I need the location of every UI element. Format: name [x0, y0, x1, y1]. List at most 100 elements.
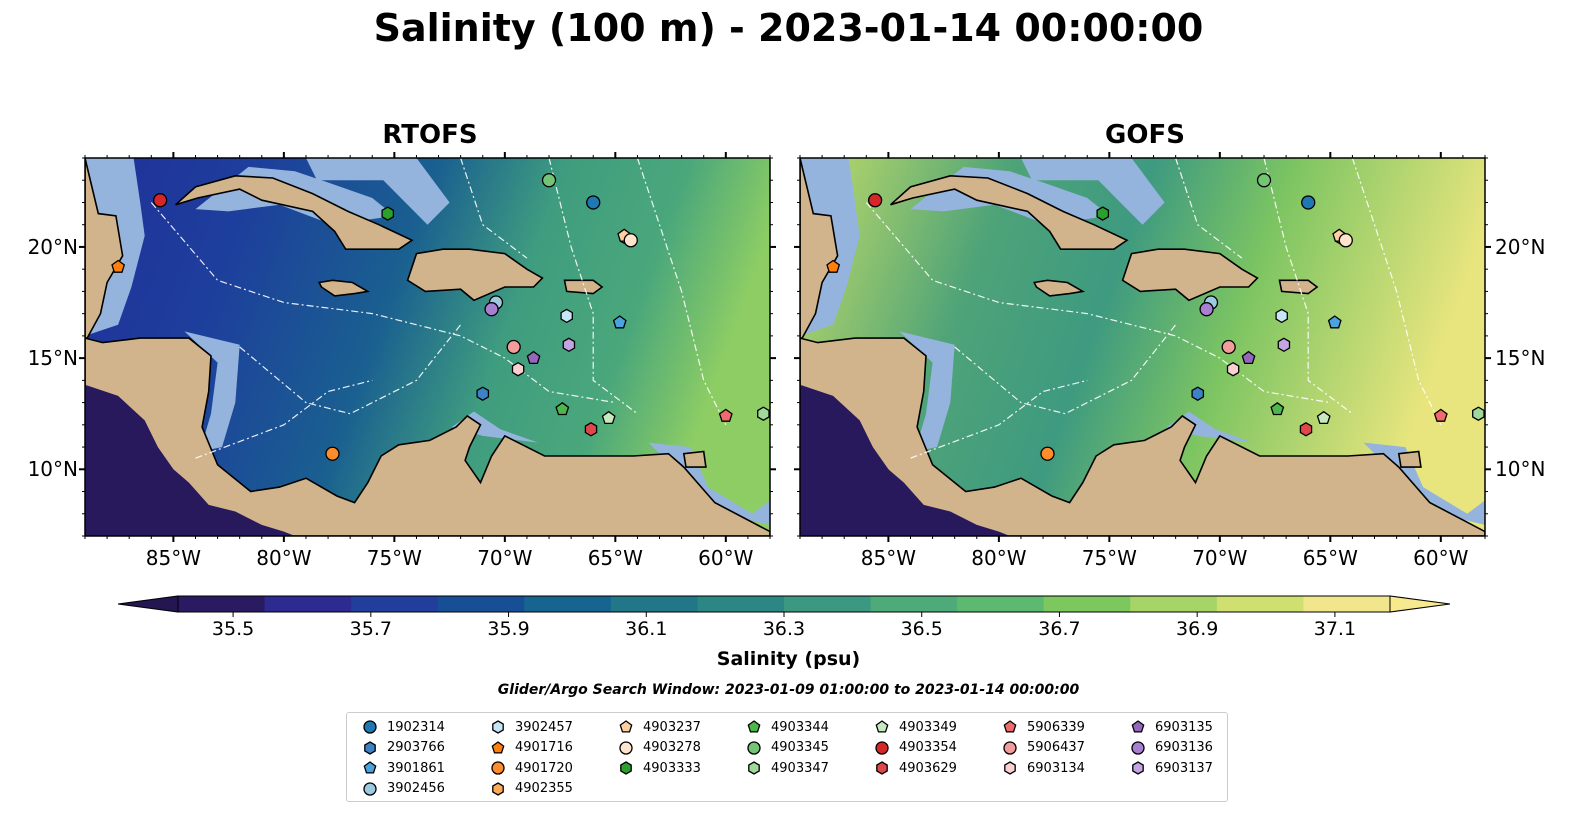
- legend-column: 4903349 4903354 4903629: [873, 717, 957, 779]
- map-frame: [84, 157, 771, 537]
- lon-tick-label: 70°W: [1192, 546, 1248, 570]
- colorbar-segment: [784, 596, 872, 612]
- float-marker-4903333: [381, 206, 395, 221]
- lon-tick-label: 75°W: [366, 546, 422, 570]
- colorbar-segment: [264, 596, 352, 612]
- land-mass: [175, 174, 414, 250]
- float-marker-5906437: [1221, 339, 1236, 355]
- map-panel-rtofs: [79, 152, 776, 542]
- float-marker-4901716: [826, 259, 841, 273]
- float-marker-4903278: [623, 233, 638, 248]
- legend-label: 3902457: [515, 719, 573, 735]
- lat-tick-label: 15°N: [1495, 346, 1546, 371]
- circle-icon: [363, 782, 377, 796]
- legend-item: 4903629: [873, 758, 957, 779]
- pentagon-icon: [491, 740, 505, 754]
- legend-item: 6903136: [1129, 738, 1213, 759]
- eez-boundary: [195, 379, 373, 459]
- circle-icon: [1003, 741, 1017, 755]
- circle-icon: [363, 720, 377, 734]
- float-marker-4903345: [1256, 173, 1272, 188]
- colorbar-segment: [524, 596, 612, 612]
- eez-boundary: [1351, 158, 1442, 426]
- lon-tick-label: 65°W: [587, 546, 643, 570]
- float-marker-6903136: [484, 302, 499, 317]
- legend-item: 4903333: [617, 758, 701, 779]
- legend-marker-icon: [492, 720, 504, 735]
- lon-tick-label: 80°W: [971, 546, 1027, 570]
- land-mass: [1033, 279, 1086, 297]
- circle-icon: [619, 741, 633, 755]
- circle-icon: [875, 741, 889, 755]
- legend-item: 2903766: [361, 738, 445, 759]
- legend-marker-icon: [619, 741, 633, 755]
- circle-icon: [1131, 741, 1145, 755]
- lon-tick-label: 65°W: [1302, 546, 1358, 570]
- float-marker-4901716: [111, 259, 126, 273]
- hexagon-icon: [1132, 761, 1144, 776]
- legend-label: 6903137: [1155, 760, 1213, 776]
- float-marker-6903137: [562, 337, 576, 353]
- legend-item: 4903347: [745, 758, 829, 779]
- pentagon-icon: [747, 720, 761, 733]
- lon-tick-label: 75°W: [1081, 546, 1137, 570]
- shelf-area: [184, 331, 240, 452]
- hexagon-icon: [364, 740, 376, 755]
- legend-column: 6903135 6903136 6903137: [1129, 717, 1213, 779]
- legend-label: 4903237: [643, 719, 701, 735]
- colorbar-segment: [610, 596, 698, 612]
- legend-item: 4903344: [745, 717, 829, 738]
- land-mass: [406, 248, 544, 302]
- lon-tick-label: 80°W: [256, 546, 312, 570]
- legend-marker-icon: [491, 740, 505, 754]
- float-marker-4903629: [1299, 422, 1313, 437]
- float-marker-3901861: [1327, 315, 1342, 329]
- hexagon-icon: [748, 761, 760, 776]
- legend-item: 5906437: [1001, 738, 1085, 759]
- legend-column: 3902457 4901716 4901720 4902355: [489, 717, 573, 799]
- legend-item: 5906339: [1001, 717, 1085, 738]
- float-marker-4903354: [867, 193, 883, 208]
- float-marker-4903278: [1338, 233, 1353, 248]
- legend-marker-icon: [492, 781, 504, 796]
- legend-item: 6903135: [1129, 717, 1213, 738]
- legend-marker-icon: [619, 720, 633, 733]
- colorbar-extend-low: [117, 595, 179, 613]
- legend-label: 6903136: [1155, 740, 1213, 756]
- legend-label: 4903354: [899, 740, 957, 756]
- legend-marker-icon: [875, 720, 889, 733]
- colorbar-tick-label: 36.3: [762, 618, 806, 640]
- lat-tick-label: 20°N: [1495, 234, 1546, 259]
- pentagon-icon: [1131, 720, 1145, 733]
- map-panel-gofs: [794, 152, 1491, 542]
- eez-boundary: [636, 158, 727, 426]
- legend-marker-icon: [1131, 741, 1145, 755]
- colorbar-segment: [1216, 596, 1304, 612]
- eez-boundary: [1263, 158, 1353, 415]
- legend-item: 4903349: [873, 717, 957, 738]
- float-marker-4903354: [152, 193, 168, 208]
- float-marker-4901720: [1040, 446, 1055, 461]
- legend-column: 1902314 2903766 3901861 3902456: [361, 717, 445, 799]
- colorbar-tick-label: 36.9: [1176, 618, 1219, 640]
- colorbar-tick-label: 37.1: [1313, 618, 1357, 640]
- search-window-text: Glider/Argo Search Window: 2023-01-09 01…: [497, 682, 1080, 698]
- legend-label: 4902355: [515, 781, 573, 797]
- legend-item: 4903345: [745, 738, 829, 759]
- eez-boundary: [460, 158, 528, 259]
- legend-label: 4901720: [515, 760, 573, 776]
- eez-boundary: [548, 158, 638, 415]
- legend-item: 6903137: [1129, 758, 1213, 779]
- float-marker-4903629: [584, 422, 598, 437]
- float-marker-6903135: [526, 350, 541, 365]
- colorbar-segment: [1303, 596, 1391, 612]
- figure-title: Salinity (100 m) - 2023-01-14 00:00:00: [373, 6, 1204, 50]
- legend-column: 4903237 4903278 4903333: [617, 717, 701, 779]
- float-marker-4903344: [1270, 401, 1285, 416]
- colorbar-tick-label: 35.9: [487, 618, 530, 640]
- legend-item: 3902456: [361, 779, 445, 800]
- colorbar-segment: [351, 596, 439, 612]
- float-marker-2903766: [476, 386, 490, 401]
- legend-marker-icon: [748, 761, 760, 776]
